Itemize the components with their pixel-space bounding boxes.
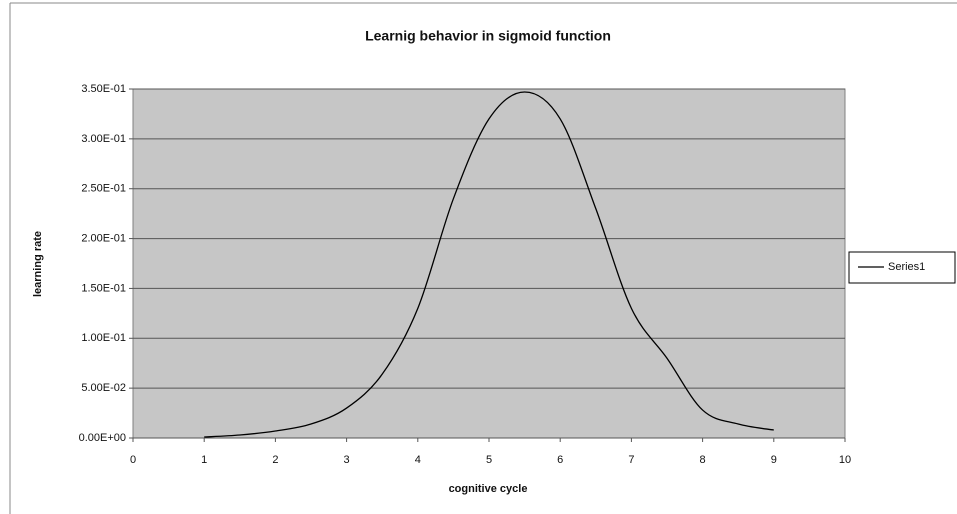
x-tick-label: 4	[415, 454, 421, 466]
x-tick-label: 6	[557, 454, 563, 466]
series-line	[204, 91, 774, 438]
x-tick-label: 0	[130, 454, 136, 466]
y-tick-label: 2.50E-01	[81, 183, 126, 195]
legend-label: Series1	[888, 261, 925, 273]
y-tick-label: 2.00E-01	[81, 232, 126, 244]
y-tick-label: 5.00E-02	[81, 382, 126, 394]
x-tick-label: 2	[272, 454, 278, 466]
x-axis-title: cognitive cycle	[449, 483, 528, 495]
x-tick-label: 3	[344, 454, 350, 466]
y-tick-label: 0.00E+00	[79, 432, 126, 444]
x-tick-label: 1	[201, 454, 207, 466]
x-tick-label: 9	[771, 454, 777, 466]
x-tick-label: 7	[628, 454, 634, 466]
x-tick-label: 10	[839, 454, 851, 466]
y-axis-title: learning rate	[32, 231, 44, 297]
x-tick-label: 5	[486, 454, 492, 466]
plot-area	[132, 88, 846, 439]
y-tick-label: 3.00E-01	[81, 133, 126, 145]
y-tick-label: 1.00E-01	[81, 332, 126, 344]
y-tick-label: 3.50E-01	[81, 83, 126, 95]
chart-title: Learnig behavior in sigmoid function	[365, 28, 611, 44]
x-tick-label: 8	[700, 454, 706, 466]
y-tick-label: 1.50E-01	[81, 282, 126, 294]
